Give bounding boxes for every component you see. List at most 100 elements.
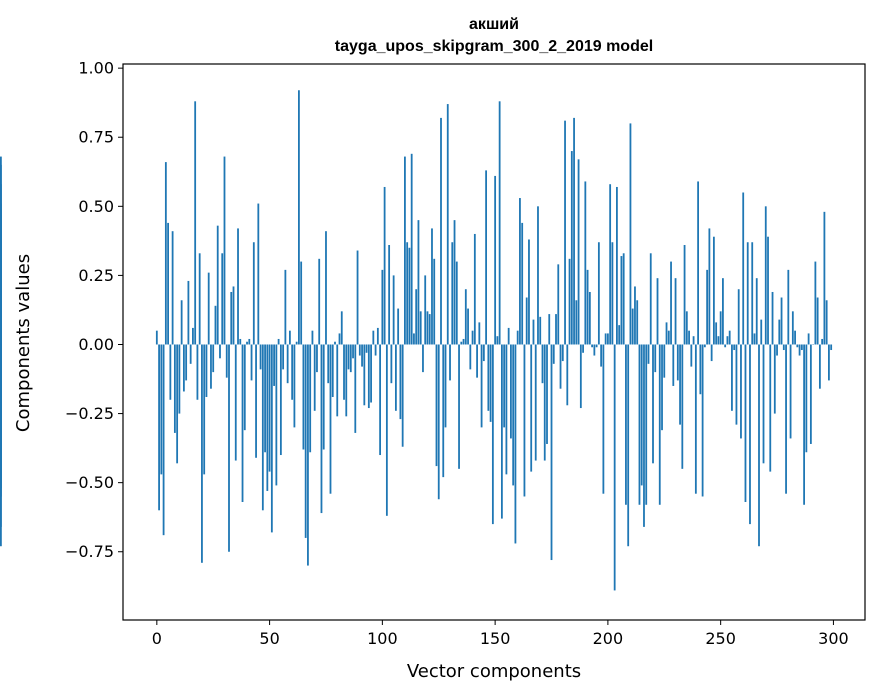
bar — [604, 333, 607, 345]
bar — [494, 175, 497, 345]
bar — [410, 153, 413, 345]
bar — [645, 344, 648, 505]
bar — [171, 231, 174, 345]
bar — [577, 159, 580, 345]
bar — [830, 344, 833, 351]
bar — [800, 344, 803, 351]
bar — [546, 344, 548, 444]
bar — [814, 261, 817, 345]
bar — [390, 344, 393, 384]
bar — [823, 211, 826, 345]
bar — [320, 344, 323, 514]
bar — [658, 344, 661, 505]
bar — [706, 269, 709, 345]
bar — [776, 344, 778, 356]
bar — [358, 344, 361, 356]
bar — [167, 222, 169, 345]
bar — [198, 253, 201, 345]
bar — [275, 344, 278, 486]
bar — [543, 344, 546, 461]
bar — [476, 344, 478, 378]
bar — [201, 344, 203, 563]
bar — [794, 330, 796, 345]
bar — [264, 344, 266, 453]
bar — [728, 330, 731, 345]
bar — [273, 344, 275, 386]
bar — [460, 341, 463, 345]
bar — [210, 344, 212, 389]
bar — [534, 344, 537, 461]
bar — [816, 297, 819, 345]
bar — [649, 253, 652, 345]
bar — [758, 344, 760, 547]
bar — [622, 253, 625, 345]
bar — [715, 322, 718, 345]
bar — [500, 344, 503, 519]
bar — [744, 344, 747, 502]
x-tick-label: 0 — [152, 629, 162, 648]
x-axis-label: Vector components — [407, 661, 581, 682]
bar — [564, 120, 566, 345]
bar — [212, 344, 215, 373]
bar — [731, 344, 733, 411]
bar — [428, 314, 431, 345]
bar — [588, 291, 591, 345]
bar — [435, 344, 438, 467]
bar — [307, 344, 309, 566]
bar — [372, 330, 375, 345]
bar — [722, 278, 724, 345]
bar — [503, 344, 506, 428]
bar — [413, 333, 415, 345]
bar — [778, 319, 781, 345]
bar — [388, 245, 391, 345]
bar — [192, 327, 194, 345]
bar — [464, 289, 467, 345]
bar — [367, 344, 370, 409]
bar — [311, 330, 314, 345]
bar — [196, 344, 199, 400]
bar — [300, 261, 303, 345]
bar — [449, 344, 451, 381]
bar — [688, 330, 690, 345]
bar — [548, 314, 551, 345]
bar — [194, 101, 197, 345]
bar — [600, 344, 603, 367]
bar — [404, 156, 406, 345]
bar — [352, 344, 354, 359]
bar — [789, 344, 792, 439]
bar — [661, 344, 663, 431]
bar — [559, 344, 562, 389]
bar — [530, 344, 533, 472]
bar — [462, 338, 465, 345]
bar — [230, 291, 233, 345]
bar — [670, 261, 672, 345]
bar — [751, 242, 754, 345]
bar — [496, 336, 499, 345]
bar — [422, 344, 424, 373]
bar — [498, 101, 501, 345]
bar — [433, 258, 436, 345]
bar — [284, 269, 287, 345]
bar — [304, 344, 307, 538]
bar — [469, 344, 472, 370]
bar — [397, 308, 400, 345]
bar — [593, 344, 596, 356]
bar — [672, 344, 675, 386]
y-tick-label: 0.75 — [78, 128, 114, 147]
bar — [697, 181, 699, 345]
bar — [187, 280, 190, 345]
bar — [733, 344, 736, 351]
bar — [755, 278, 758, 345]
bar — [591, 344, 593, 348]
bar — [394, 344, 397, 411]
bar — [442, 344, 445, 478]
y-tick-label: −0.50 — [65, 473, 114, 492]
bar — [636, 300, 639, 345]
bar — [735, 344, 738, 425]
bar — [471, 330, 474, 345]
bar — [647, 344, 650, 364]
bar — [787, 269, 790, 345]
x-tick-label: 200 — [593, 629, 624, 648]
bar — [665, 322, 668, 345]
bar — [719, 311, 722, 345]
